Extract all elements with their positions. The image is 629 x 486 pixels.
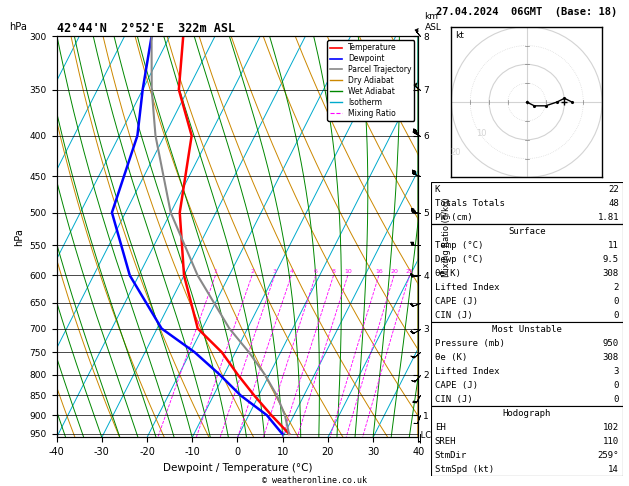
- Text: 6: 6: [314, 269, 318, 274]
- Text: Dewp (°C): Dewp (°C): [435, 255, 483, 264]
- Text: EH: EH: [435, 423, 445, 432]
- Text: 950: 950: [603, 339, 619, 348]
- Text: 11: 11: [608, 241, 619, 250]
- Text: SREH: SREH: [435, 437, 456, 446]
- Text: 110: 110: [603, 437, 619, 446]
- Text: K: K: [435, 185, 440, 194]
- Text: Hodograph: Hodograph: [503, 409, 551, 418]
- Text: 0: 0: [613, 297, 619, 306]
- Text: hPa: hPa: [9, 21, 27, 32]
- Legend: Temperature, Dewpoint, Parcel Trajectory, Dry Adiabat, Wet Adiabat, Isotherm, Mi: Temperature, Dewpoint, Parcel Trajectory…: [327, 40, 415, 121]
- Text: 1: 1: [213, 269, 218, 274]
- Text: 25: 25: [406, 269, 413, 274]
- Text: 10: 10: [344, 269, 352, 274]
- Text: km
ASL: km ASL: [425, 12, 442, 32]
- Text: 16: 16: [375, 269, 382, 274]
- Text: 10: 10: [476, 129, 487, 138]
- Text: 259°: 259°: [598, 451, 619, 460]
- Text: Totals Totals: Totals Totals: [435, 199, 504, 208]
- Text: Mixing Ratio (g/kg): Mixing Ratio (g/kg): [442, 197, 451, 277]
- Text: PW (cm): PW (cm): [435, 213, 472, 222]
- Text: 48: 48: [608, 199, 619, 208]
- Text: 2: 2: [613, 283, 619, 292]
- Text: 20: 20: [390, 269, 398, 274]
- Text: LCL: LCL: [418, 431, 436, 440]
- Text: Temp (°C): Temp (°C): [435, 241, 483, 250]
- Text: CIN (J): CIN (J): [435, 395, 472, 404]
- Text: 3: 3: [613, 367, 619, 376]
- Text: kt: kt: [455, 31, 464, 40]
- Y-axis label: km
ASL: km ASL: [435, 227, 451, 246]
- Text: 27.04.2024  06GMT  (Base: 18): 27.04.2024 06GMT (Base: 18): [436, 7, 618, 17]
- Text: 22: 22: [608, 185, 619, 194]
- Text: Lifted Index: Lifted Index: [435, 283, 499, 292]
- Text: 1.81: 1.81: [598, 213, 619, 222]
- Text: 0: 0: [613, 311, 619, 320]
- Y-axis label: hPa: hPa: [14, 228, 24, 246]
- Text: 20: 20: [450, 148, 460, 157]
- Text: StmSpd (kt): StmSpd (kt): [435, 465, 494, 474]
- Text: 308: 308: [603, 269, 619, 278]
- Text: θe(K): θe(K): [435, 269, 462, 278]
- Text: CIN (J): CIN (J): [435, 311, 472, 320]
- Text: Lifted Index: Lifted Index: [435, 367, 499, 376]
- Text: Most Unstable: Most Unstable: [492, 325, 562, 334]
- Text: 2: 2: [250, 269, 254, 274]
- Bar: [431, 406, 623, 476]
- Bar: [431, 322, 623, 406]
- Text: 308: 308: [603, 353, 619, 362]
- Text: © weatheronline.co.uk: © weatheronline.co.uk: [262, 476, 367, 485]
- Text: 102: 102: [603, 423, 619, 432]
- Text: 0: 0: [613, 395, 619, 404]
- Text: 4: 4: [289, 269, 293, 274]
- Text: Surface: Surface: [508, 227, 545, 236]
- Text: 0: 0: [613, 381, 619, 390]
- Bar: [431, 182, 623, 224]
- Text: CAPE (J): CAPE (J): [435, 297, 477, 306]
- Text: 14: 14: [608, 465, 619, 474]
- Text: Pressure (mb): Pressure (mb): [435, 339, 504, 348]
- Bar: [431, 224, 623, 322]
- Text: θe (K): θe (K): [435, 353, 467, 362]
- X-axis label: Dewpoint / Temperature (°C): Dewpoint / Temperature (°C): [163, 463, 312, 473]
- Text: 3: 3: [273, 269, 277, 274]
- Text: 9.5: 9.5: [603, 255, 619, 264]
- Text: 8: 8: [331, 269, 335, 274]
- Text: 42°44'N  2°52'E  322m ASL: 42°44'N 2°52'E 322m ASL: [57, 22, 235, 35]
- Text: CAPE (J): CAPE (J): [435, 381, 477, 390]
- Text: StmDir: StmDir: [435, 451, 467, 460]
